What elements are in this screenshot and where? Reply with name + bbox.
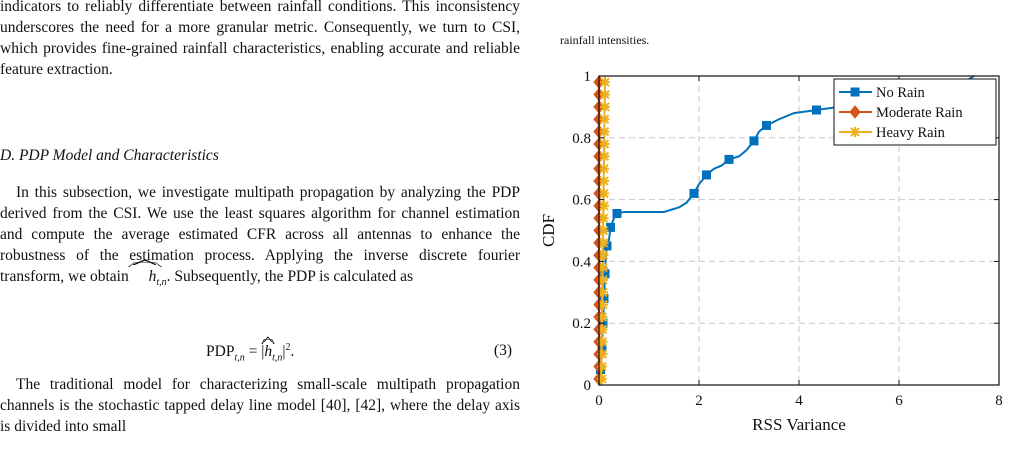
data-point	[599, 114, 610, 125]
asterisk-stroke	[600, 77, 610, 87]
cdf-chart: 0 2 4 6 8 0 0.2 0.4 0.6 0.8 1 RSS Variance CDF No …	[539, 69, 1003, 434]
x-tick-label: 0	[595, 393, 603, 409]
eq-h-subscript: t,n	[272, 352, 283, 364]
legend-label: No Rain	[876, 85, 925, 101]
asterisk-stroke	[597, 349, 608, 359]
asterisk-stroke	[599, 176, 609, 186]
asterisk-stroke	[600, 102, 610, 112]
asterisk-stroke	[599, 126, 610, 137]
paragraph-tdl: The traditional model for characterizing…	[0, 376, 520, 435]
y-tick-label: 0.8	[572, 131, 591, 147]
data-point	[598, 237, 609, 248]
asterisk-stroke	[598, 250, 609, 260]
y-axis-label: CDF	[539, 214, 558, 247]
legend-marker	[850, 127, 860, 137]
chart-legend: No Rain Moderate Rain Heavy Rain	[833, 78, 997, 146]
data-point	[598, 299, 608, 310]
data-point	[599, 151, 610, 162]
legend-box	[833, 78, 997, 146]
figure-caption-tail: rainfall intensities.	[560, 33, 650, 47]
asterisk-stroke	[599, 151, 610, 162]
y-tick-label: 0.4	[572, 254, 591, 270]
x-tick-label: 2	[695, 393, 703, 409]
data-point	[600, 89, 610, 100]
h-hat-subscript: t,n	[156, 277, 167, 289]
eq-end: .	[290, 343, 295, 361]
asterisk-stroke	[597, 324, 608, 335]
asterisk-stroke	[598, 213, 609, 223]
data-point	[598, 287, 608, 298]
asterisk-stroke	[599, 188, 609, 199]
asterisk-stroke	[598, 225, 609, 236]
asterisk-stroke	[598, 275, 608, 285]
x-axis-label: RSS Variance	[752, 415, 846, 434]
data-point	[702, 170, 711, 180]
data-point	[599, 188, 609, 199]
asterisk-stroke	[600, 89, 610, 100]
data-point	[598, 213, 609, 224]
h-hat-letter: h	[148, 268, 157, 285]
eq-lhs: PDP	[206, 343, 235, 361]
data-point	[598, 225, 609, 236]
h-hat-symbol: h	[132, 259, 157, 287]
legend-label: Moderate Rain	[876, 105, 963, 121]
asterisk-stroke	[598, 238, 609, 248]
eq-mid: = |	[244, 343, 265, 361]
legend-label: Heavy Rain	[876, 125, 946, 141]
data-point	[599, 163, 609, 174]
eq-lhs-subscript: t,n	[234, 352, 245, 364]
data-point	[598, 262, 608, 273]
asterisk-stroke	[598, 299, 608, 310]
eq-h-hat: h	[264, 336, 273, 361]
data-point	[724, 154, 734, 164]
equation-3: PDPt,n = | ht,n|2. (3)	[0, 336, 520, 366]
eq-rhs: |	[282, 343, 286, 361]
data-point	[598, 274, 608, 285]
data-point	[597, 312, 608, 323]
data-point	[599, 138, 610, 149]
data-point	[599, 126, 610, 137]
asterisk-stroke	[599, 139, 610, 149]
paragraph-pdp: In this subsection, we investigate multi…	[0, 182, 520, 293]
x-tick-label: 8	[995, 393, 1003, 409]
data-point	[612, 209, 622, 219]
x-tick-label: 4	[795, 393, 803, 409]
paragraph-pdp-text-a: In this subsection, we investigate multi…	[0, 184, 520, 285]
asterisk-stroke	[599, 114, 610, 124]
asterisk-stroke	[598, 262, 608, 273]
eq-h-letter: h	[264, 343, 273, 361]
legend-marker	[849, 105, 861, 119]
asterisk-stroke	[599, 201, 609, 211]
eq-exponent: 2	[285, 342, 291, 353]
x-tick-label: 6	[895, 393, 903, 409]
data-point	[762, 120, 771, 130]
data-point	[599, 200, 609, 211]
legend-marker	[850, 87, 860, 97]
asterisk-stroke	[597, 337, 608, 347]
y-tick-label: 0	[584, 378, 592, 394]
section-heading: D. PDP Model and Characteristics	[0, 147, 219, 164]
paragraph-intro: indicators to reliably differentiate bet…	[0, 0, 520, 78]
y-tick-label: 0.2	[572, 316, 591, 332]
asterisk-stroke	[850, 127, 860, 137]
data-point	[812, 105, 821, 115]
data-point	[600, 101, 610, 112]
data-point	[600, 77, 610, 88]
data-point	[749, 136, 759, 146]
equation-number: (3)	[493, 342, 512, 359]
y-tick-label: 0.6	[572, 193, 591, 209]
data-point	[599, 176, 609, 187]
chart-ticks: 0 2 4 6 8 0 0.2 0.4 0.6 0.8 1	[572, 69, 1003, 409]
equation-body: PDPt,n = | ht,n|2.	[206, 336, 295, 364]
data-point	[689, 188, 699, 198]
asterisk-stroke	[597, 312, 608, 322]
text-column: indicators to reliably differentiate bet…	[0, 0, 520, 459]
asterisk-stroke	[598, 287, 608, 298]
paragraph-pdp-text-b: . Subsequently, the PDP is calculated as	[166, 268, 413, 285]
asterisk-stroke	[599, 163, 609, 174]
y-tick-label: 1	[584, 69, 592, 85]
data-point	[598, 250, 609, 261]
